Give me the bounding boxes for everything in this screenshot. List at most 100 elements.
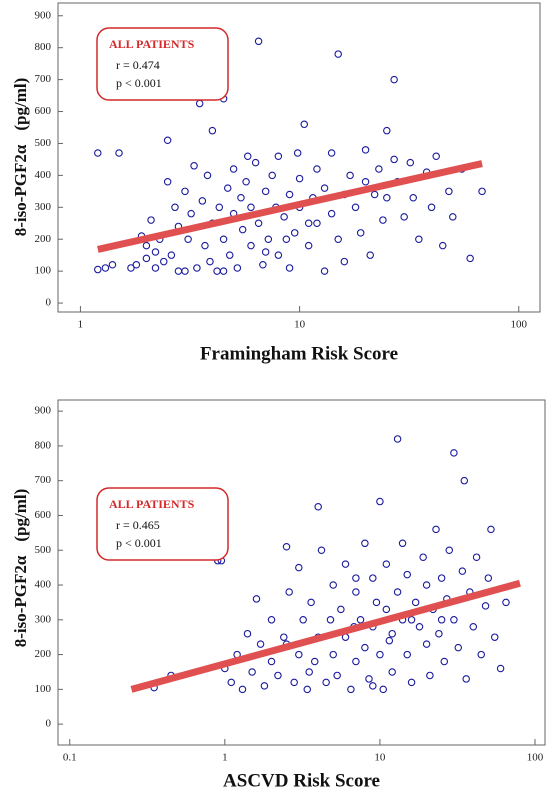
point bbox=[422, 581, 431, 589]
point bbox=[383, 193, 391, 202]
point bbox=[290, 229, 299, 237]
point bbox=[147, 216, 155, 224]
point bbox=[376, 650, 384, 659]
point bbox=[295, 174, 304, 183]
point bbox=[142, 254, 151, 263]
point bbox=[101, 264, 110, 272]
point bbox=[244, 152, 252, 160]
y-tick-label: 300 bbox=[35, 613, 52, 625]
point bbox=[382, 560, 391, 568]
point bbox=[171, 203, 179, 212]
point bbox=[432, 152, 440, 160]
point bbox=[203, 171, 212, 180]
point bbox=[174, 267, 183, 275]
point bbox=[151, 248, 160, 256]
point bbox=[267, 657, 276, 666]
point bbox=[450, 449, 458, 457]
y-tick-label: 800 bbox=[35, 41, 52, 53]
point bbox=[469, 623, 478, 631]
point bbox=[127, 264, 135, 272]
point bbox=[352, 588, 360, 596]
point bbox=[365, 675, 373, 683]
point bbox=[406, 158, 415, 167]
point bbox=[213, 267, 221, 275]
point bbox=[261, 187, 270, 196]
point bbox=[254, 37, 263, 46]
point bbox=[254, 219, 263, 228]
point bbox=[326, 616, 335, 624]
point bbox=[290, 678, 298, 687]
point bbox=[274, 152, 283, 160]
point bbox=[422, 640, 431, 648]
point bbox=[415, 235, 423, 243]
point bbox=[305, 668, 313, 676]
point bbox=[352, 657, 360, 666]
point bbox=[334, 50, 342, 58]
point bbox=[400, 213, 408, 221]
point bbox=[267, 616, 276, 624]
point bbox=[238, 685, 247, 694]
point bbox=[256, 640, 265, 648]
point bbox=[227, 678, 235, 687]
point bbox=[248, 668, 256, 676]
point bbox=[403, 570, 411, 579]
point bbox=[285, 190, 294, 199]
x-axis-label: ASCVD Risk Score bbox=[223, 770, 380, 791]
x-tick-label: 1 bbox=[78, 319, 84, 331]
point bbox=[366, 251, 374, 259]
point bbox=[317, 546, 326, 554]
point bbox=[247, 241, 255, 250]
y-tick-label: 100 bbox=[35, 683, 52, 695]
point bbox=[437, 574, 446, 582]
point bbox=[190, 162, 198, 170]
y-axis-label-text: 8-iso-PGF2α bbox=[11, 555, 30, 647]
point bbox=[251, 158, 260, 167]
point bbox=[329, 650, 337, 659]
point bbox=[329, 581, 337, 589]
point bbox=[94, 265, 102, 274]
point bbox=[382, 605, 391, 614]
point bbox=[415, 623, 424, 631]
x-tick-label: 0.1 bbox=[63, 752, 77, 764]
x-tick-label: 100 bbox=[527, 752, 544, 764]
point bbox=[310, 657, 319, 666]
point bbox=[356, 229, 365, 237]
point bbox=[274, 251, 283, 259]
point bbox=[163, 136, 172, 145]
point bbox=[337, 605, 345, 614]
point bbox=[361, 178, 370, 186]
point bbox=[260, 682, 269, 690]
point bbox=[304, 219, 313, 228]
point bbox=[472, 553, 481, 561]
point bbox=[393, 588, 402, 596]
annotation-title: ALL PATIENTS bbox=[109, 37, 195, 51]
point bbox=[372, 598, 381, 607]
point bbox=[379, 685, 387, 694]
point bbox=[419, 553, 427, 561]
fit-line bbox=[130, 579, 521, 693]
point bbox=[303, 685, 312, 694]
point bbox=[233, 264, 242, 272]
point bbox=[458, 567, 467, 575]
annotation-title: ALL PATIENTS bbox=[109, 497, 195, 511]
y-axis-label: 8-iso-PGF2α (pg/ml) bbox=[11, 489, 30, 648]
y-tick-label: 500 bbox=[35, 137, 52, 149]
point bbox=[243, 629, 252, 638]
annotation-box bbox=[96, 27, 229, 101]
point bbox=[115, 149, 123, 157]
point bbox=[466, 254, 474, 263]
point bbox=[477, 650, 485, 659]
point bbox=[187, 209, 195, 218]
point bbox=[334, 235, 342, 243]
point bbox=[132, 261, 141, 269]
point bbox=[160, 257, 168, 266]
point bbox=[407, 616, 416, 624]
point bbox=[340, 257, 349, 266]
point bbox=[280, 633, 288, 641]
plot-frame bbox=[57, 399, 546, 746]
point bbox=[238, 225, 247, 234]
point bbox=[94, 149, 102, 157]
point bbox=[427, 203, 436, 212]
point bbox=[454, 643, 463, 652]
